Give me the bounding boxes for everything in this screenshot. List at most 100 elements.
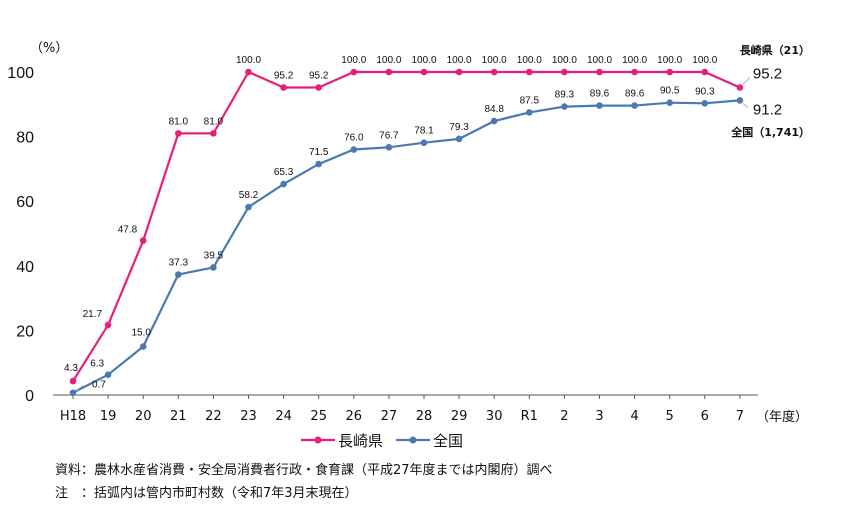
data-label: 39.5 [204,250,224,261]
data-point [175,130,182,137]
data-label: 4.3 [64,363,78,374]
data-point [280,84,287,91]
data-point [631,102,638,109]
data-point [385,68,393,76]
data-label: 84.8 [484,104,504,115]
data-point [350,146,358,153]
data-label: 90.5 [660,86,680,97]
x-tick-label: 5 [666,409,674,424]
data-point [561,68,568,76]
footnote: 注 ：括弧内は管内市町村数（令和7年3月末現在） [55,485,358,501]
data-point [736,84,744,91]
data-label: 81.0 [169,116,189,127]
data-point [701,68,709,76]
data-point [631,68,638,76]
data-point [245,68,252,76]
data-label: 78.1 [414,126,434,137]
data-label: 87.5 [520,95,540,106]
data-point [596,68,603,76]
data-point [666,68,673,76]
x-tick-label: 2 [560,409,568,424]
y-tick-label: 0 [25,388,34,405]
data-point [69,377,77,385]
data-point [245,203,252,211]
data-label: 90.3 [695,86,715,97]
y-tick-label: 100 [7,65,34,82]
x-tick-label: 7 [736,409,744,424]
legend-label: 長崎県 [338,432,383,450]
series-line-1 [72,70,741,382]
data-point [736,97,744,104]
x-tick-label: 22 [205,409,222,424]
x-tick-label: 28 [416,409,433,424]
data-label: 89.6 [590,89,610,100]
data-point [420,139,428,147]
x-tick-label: 27 [381,409,398,424]
series-end-label: 長崎県（21） [740,43,810,57]
data-point [104,321,112,329]
y-tick-label: 60 [16,194,34,211]
x-tick-label: 25 [310,409,327,424]
data-label: 81.0 [204,116,224,127]
data-point [701,100,709,107]
data-point [561,103,568,110]
end-value-label: 91.2 [753,101,782,118]
data-point [139,343,147,350]
data-point [139,237,147,244]
end-value-label: 95.2 [753,66,782,83]
data-label: 47.8 [118,225,138,236]
series-end-label: 全国（1,741） [730,125,810,139]
data-point [526,109,533,116]
leader-line [742,103,749,108]
x-tick-label: 19 [100,409,117,424]
data-point [210,264,217,271]
data-point [315,84,323,91]
data-label: 100.0 [482,55,507,66]
data-label: 37.3 [169,258,189,269]
x-tick-label: 4 [630,409,638,424]
y-tick-label: 40 [16,259,34,276]
data-label: 0.7 [92,380,106,391]
x-tick-label: 20 [135,409,152,424]
data-point [104,371,112,378]
y-tick-label: 80 [16,130,34,147]
data-point [420,68,428,76]
data-point [350,68,358,76]
data-label: 100.0 [622,55,647,66]
data-point [69,389,77,397]
source-note: 資料：農林水産省消費・安全局消費者行政・食育課（平成27年度までは内閣府）調べ [55,462,553,478]
data-point [315,160,323,168]
x-tick-label: 30 [486,409,503,424]
data-label: 100.0 [657,55,682,66]
data-label: 95.2 [309,71,329,82]
x-tick-label: 21 [170,409,187,424]
data-label: 100.0 [692,55,717,66]
data-point [385,143,393,151]
x-tick-label: H18 [60,409,86,424]
data-label: 100.0 [517,55,542,66]
data-point [210,130,217,137]
legend-swatch-marker [409,436,417,444]
data-label: 58.2 [239,190,259,201]
x-tick-label: R1 [521,409,538,424]
series-line-2 [72,99,740,394]
data-label: 6.3 [90,359,104,370]
data-label: 71.5 [309,147,329,158]
data-point [596,102,603,109]
data-label: 100.0 [552,55,577,66]
data-point [455,135,463,143]
x-tick-label: 24 [275,409,292,424]
data-label: 89.6 [625,89,645,100]
legend-swatch-marker [314,436,322,444]
data-label: 100.0 [376,55,401,66]
x-tick-label: 6 [701,409,709,424]
leader-line [75,385,84,392]
data-label: 15.0 [131,328,151,339]
data-point [175,271,182,278]
data-label: 76.7 [379,130,399,141]
data-label: 76.0 [344,133,364,144]
data-label: 79.3 [449,122,469,133]
y-axis-unit: （%） [30,41,68,56]
